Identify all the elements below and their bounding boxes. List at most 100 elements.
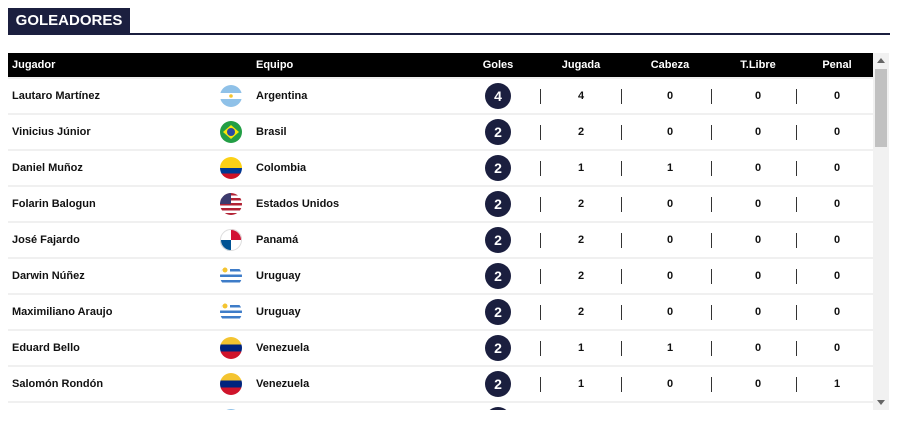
flag (220, 301, 242, 323)
table-row: José Fajardo Panamá 2 2 0 0 0 (8, 223, 873, 257)
separator (540, 197, 541, 212)
goals-badge: 2 (485, 371, 511, 397)
column-header: T.Libre (740, 59, 776, 71)
goals-cell: 2 (458, 187, 538, 221)
cell: Colombia (256, 162, 307, 174)
flag (220, 121, 242, 143)
cell: Argentina (256, 90, 308, 102)
table-row: Lautaro Martínez Argentina 4 4 0 0 0 (8, 79, 873, 113)
goals-cell: 2 (458, 115, 538, 149)
flag (220, 85, 242, 107)
cell: 0 (666, 270, 674, 282)
separator (796, 125, 797, 140)
separator (796, 197, 797, 212)
flag (220, 193, 242, 215)
table-row: Maximiliano Araujo Uruguay 2 2 0 0 0 (8, 295, 873, 329)
separator (540, 161, 541, 176)
separator (621, 161, 622, 176)
column-header: Jugada (561, 59, 601, 71)
separator (796, 341, 797, 356)
separator (711, 161, 712, 176)
separator (621, 89, 622, 104)
cell: 4 (577, 90, 585, 102)
goals-cell: 2 (458, 331, 538, 365)
column-header: Goles (482, 59, 514, 71)
goals-cell: 2 (458, 295, 538, 329)
cell: 0 (754, 306, 762, 318)
separator (796, 377, 797, 392)
table-row: Vinicius Júnior Brasil 2 2 0 0 0 (8, 115, 873, 149)
cell: 0 (754, 162, 762, 174)
cell: 0 (833, 234, 841, 246)
goals-badge: 2 (485, 119, 511, 145)
cell: 1 (833, 378, 841, 390)
table-row: Eduard Bello Venezuela 2 1 1 0 0 (8, 331, 873, 365)
cell: 1 (577, 342, 585, 354)
separator (540, 125, 541, 140)
goals-badge: 2 (485, 263, 511, 289)
separator (796, 161, 797, 176)
separator (711, 269, 712, 284)
cell: 2 (577, 270, 585, 282)
cell: 0 (754, 198, 762, 210)
goals-cell: 2 (458, 223, 538, 257)
cell: Darwin Núñez (12, 270, 85, 282)
flag (220, 157, 242, 179)
separator (621, 305, 622, 320)
flag (220, 337, 242, 359)
separator (621, 197, 622, 212)
cell: 0 (833, 198, 841, 210)
cell: Panamá (256, 234, 299, 246)
cell: 0 (666, 378, 674, 390)
separator (711, 305, 712, 320)
separator (711, 377, 712, 392)
goals-badge: 2 (485, 299, 511, 325)
cell: Vinicius Júnior (12, 126, 91, 138)
column-header: Cabeza (650, 59, 690, 71)
separator (621, 341, 622, 356)
cell: José Fajardo (12, 234, 80, 246)
cell: 0 (666, 90, 674, 102)
goals-badge: 2 (485, 155, 511, 181)
separator (796, 233, 797, 248)
cell: 0 (754, 90, 762, 102)
table-row: Darwin Núñez Uruguay 2 2 0 0 0 (8, 259, 873, 293)
flag (220, 373, 242, 395)
scrollbar-thumb[interactable] (875, 69, 887, 147)
separator (796, 89, 797, 104)
cell: 0 (833, 270, 841, 282)
cell: Uruguay (256, 270, 301, 282)
goals-cell: 2 (458, 367, 538, 401)
cell: 0 (666, 234, 674, 246)
cell: Venezuela (256, 342, 310, 354)
cell: 1 (666, 342, 674, 354)
column-header: Equipo (256, 59, 294, 71)
cell: 0 (666, 126, 674, 138)
scrollbar[interactable] (873, 53, 889, 410)
separator (540, 233, 541, 248)
goals-cell: 4 (458, 79, 538, 113)
column-header: Jugador (12, 59, 56, 71)
goals-badge: 2 (485, 335, 511, 361)
cell: Salomón Rondón (12, 378, 104, 390)
goals-badge: 2 (485, 227, 511, 253)
separator (711, 233, 712, 248)
scorers-table: Jugador Equipo Goles Jugada Cabeza T.Libre Pen… (8, 53, 873, 410)
cell: Eduard Bello (12, 342, 80, 354)
cell: Estados Unidos (256, 198, 340, 210)
separator (711, 341, 712, 356)
separator (796, 305, 797, 320)
cell: 2 (577, 234, 585, 246)
cell: Maximiliano Araujo (12, 306, 113, 318)
cell: 0 (833, 90, 841, 102)
cell: 0 (666, 198, 674, 210)
table-header: Jugador Equipo Goles Jugada Cabeza T.Libre Pen… (8, 53, 873, 77)
cell: 2 (577, 198, 585, 210)
table-row: Daniel Muñoz Colombia 2 1 1 0 0 (8, 151, 873, 185)
cell: 0 (754, 270, 762, 282)
section-title: GOLEADORES (8, 8, 130, 34)
cell: 2 (577, 306, 585, 318)
cell: 0 (833, 162, 841, 174)
separator (540, 341, 541, 356)
